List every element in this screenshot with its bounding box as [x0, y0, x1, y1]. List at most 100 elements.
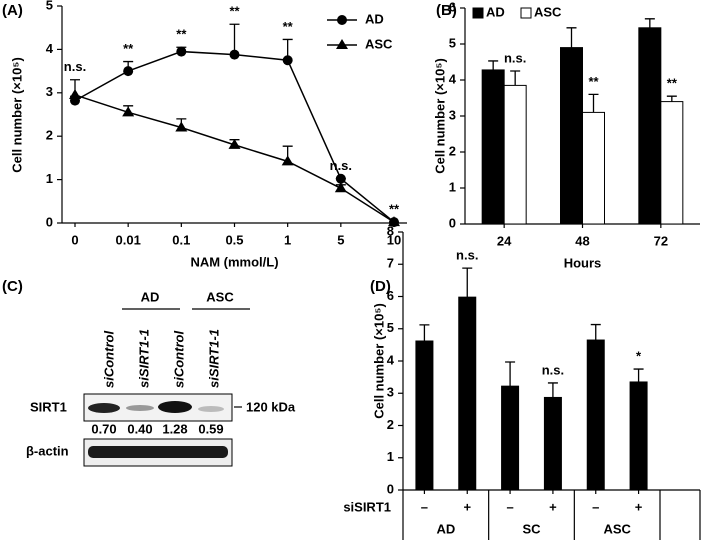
x-tick-label: 72 [654, 233, 668, 248]
x-tick-label: 24 [497, 233, 512, 248]
quant-label: 0.40 [127, 421, 152, 436]
x-tick-label: 0 [71, 232, 78, 247]
marker-label: 120 kDa [246, 399, 296, 414]
annotation: n.s. [330, 158, 352, 173]
legend-swatch [520, 7, 532, 19]
y-axis-label: Cell number (×10⁵) [432, 58, 447, 174]
point [335, 173, 346, 184]
group-label: AD [436, 521, 455, 536]
x-tick-label: + [463, 499, 471, 514]
y-tick-label: 4 [387, 352, 395, 367]
annotation: n.s. [504, 50, 526, 65]
x-tick-label: 0.1 [172, 232, 190, 247]
bar [543, 396, 562, 491]
group-label: AD [141, 289, 160, 304]
bar [560, 47, 583, 225]
error-bar [229, 23, 240, 55]
y-axis-label: Cell number (×10⁵) [371, 303, 386, 419]
point [175, 121, 188, 132]
legend-swatch [472, 7, 484, 19]
panel-label: (A) [2, 2, 23, 19]
error-bar [644, 18, 655, 28]
y-tick-label: 0 [449, 215, 456, 230]
blot: AD ASC siControl siSIRT1-1 siControl siS… [26, 289, 296, 467]
y-tick-label: 5 [46, 0, 53, 12]
error-bar [510, 70, 521, 86]
bar [458, 296, 477, 491]
x-tick-label: + [635, 499, 643, 514]
annotation: ** [389, 202, 400, 217]
group-label: ASC [206, 289, 234, 304]
x-tick-label: – [421, 499, 428, 514]
y-tick-label: 2 [449, 143, 456, 158]
error-bar [488, 60, 499, 70]
x-tick-label: 0.01 [116, 232, 141, 247]
x-tick-label: 0.5 [225, 232, 243, 247]
y-tick-label: 6 [449, 0, 456, 14]
y-tick-label: 1 [46, 171, 53, 186]
point [388, 216, 400, 227]
point [282, 55, 293, 66]
annotation: ** [283, 19, 294, 34]
legend-label: ASC [365, 36, 393, 51]
error-bar [505, 361, 516, 387]
point [123, 66, 134, 77]
annotation: ** [588, 74, 599, 89]
lane-label: siSIRT1-1 [206, 329, 221, 388]
point [69, 88, 81, 99]
error-bar [547, 382, 558, 398]
y-tick-label: 0 [387, 481, 394, 496]
band [126, 405, 154, 411]
band [88, 446, 228, 458]
legend-marker [336, 39, 348, 49]
group-label: SC [522, 521, 541, 536]
x-tick-label: – [506, 499, 513, 514]
bar [629, 381, 648, 491]
quant-label: 1.28 [162, 421, 187, 436]
point [281, 155, 294, 166]
y-tick-label: 3 [449, 107, 456, 122]
annotation: n.s. [542, 362, 564, 377]
y-tick-label: 4 [449, 71, 457, 86]
annotation: ** [176, 27, 187, 42]
panel-label: (C) [2, 278, 23, 295]
legend-label: AD [365, 11, 384, 26]
x-axis-label: Hours [564, 255, 602, 270]
row-label: siSIRT1 [343, 499, 391, 514]
lane-label: siControl [101, 331, 116, 388]
error-bar [566, 27, 577, 48]
annotation: ** [123, 41, 134, 56]
y-tick-label: 5 [449, 35, 456, 50]
panel-label: (B) [436, 2, 457, 19]
y-tick-label: 3 [46, 84, 53, 99]
error-bar [462, 267, 473, 298]
bar [638, 27, 662, 225]
x-tick-label: 1 [284, 232, 291, 247]
error-bar [633, 368, 644, 382]
y-tick-label: 8 [387, 223, 394, 238]
x-axis-label: NAM (mmol/L) [190, 254, 278, 269]
band [88, 403, 120, 413]
y-tick-label: 6 [387, 288, 394, 303]
point [334, 182, 347, 193]
y-tick-label: 1 [449, 179, 456, 194]
bar [415, 340, 434, 491]
row-label: SIRT1 [30, 399, 67, 414]
annotation: n.s. [456, 248, 478, 263]
lane-label: siControl [171, 331, 186, 388]
point [122, 106, 135, 117]
quant-label: 0.59 [198, 421, 223, 436]
quant-label: 0.70 [91, 421, 116, 436]
point [228, 138, 241, 149]
bar [660, 101, 684, 225]
y-tick-label: 3 [387, 385, 394, 400]
y-tick-label: 0 [46, 214, 53, 229]
group-label: ASC [603, 521, 631, 536]
point [176, 46, 187, 57]
annotation: ** [229, 4, 240, 19]
x-tick-label: 5 [337, 232, 344, 247]
error-bar [666, 95, 677, 102]
y-tick-label: 4 [46, 41, 54, 56]
annotation: ** [667, 76, 678, 91]
annotation: * [636, 349, 642, 364]
